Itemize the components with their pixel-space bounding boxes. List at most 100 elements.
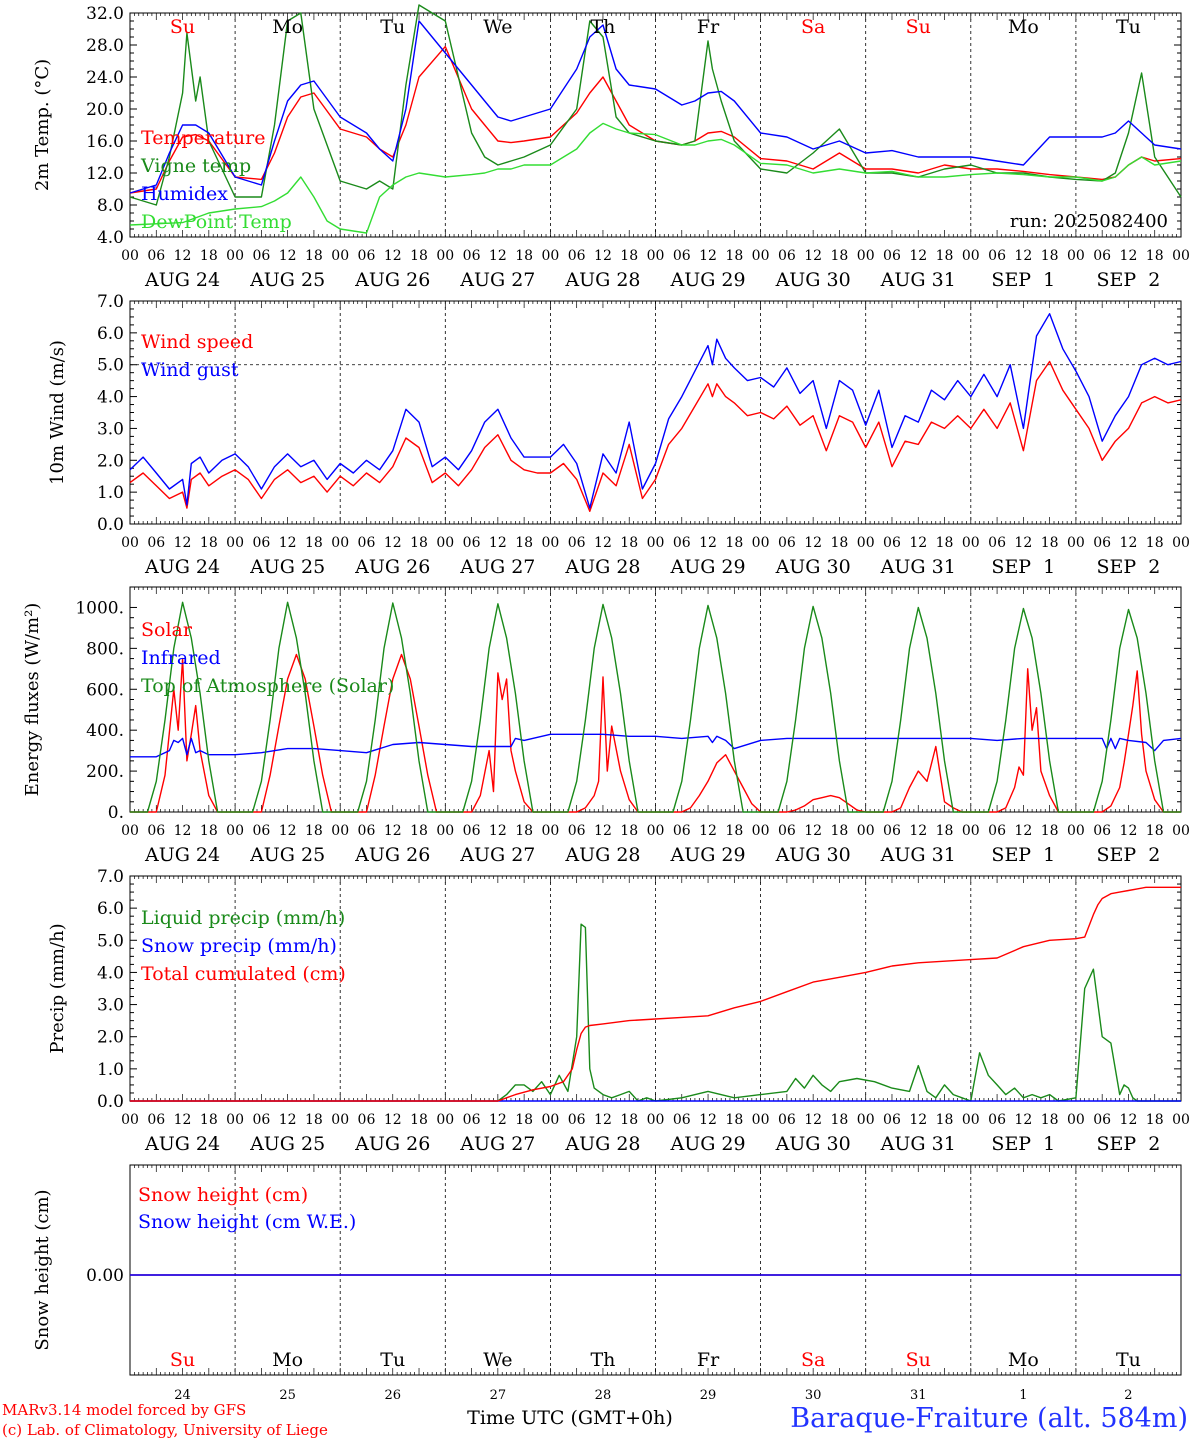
hour-label: 00 — [331, 823, 349, 839]
hour-label: 06 — [988, 1112, 1006, 1128]
hour-label: 06 — [568, 1112, 586, 1128]
hour-label: 00 — [541, 535, 559, 551]
hour-label: 12 — [174, 823, 192, 839]
hour-label: 12 — [909, 535, 927, 551]
hour-label: 12 — [384, 823, 402, 839]
weekday-label: Th — [590, 16, 615, 38]
y-tick-label: 2.0 — [97, 451, 124, 471]
y-tick-label: 0. — [108, 803, 124, 823]
hour-label: 00 — [226, 1112, 244, 1128]
y-tick-label: 400. — [86, 721, 124, 741]
hour-label: 12 — [1120, 535, 1138, 551]
hour-label: 18 — [620, 823, 638, 839]
hour-label: 06 — [778, 248, 796, 264]
day-label: AUG 26 — [354, 1133, 430, 1155]
hour-label: 06 — [778, 535, 796, 551]
hour-label: 00 — [226, 248, 244, 264]
legend-entry: Snow precip (mm/h) — [141, 935, 337, 957]
hour-label: 06 — [673, 248, 691, 264]
hour-label: 06 — [883, 823, 901, 839]
day-number: 24 — [174, 1388, 191, 1403]
hour-label: 00 — [541, 1112, 559, 1128]
day-number: 30 — [805, 1388, 822, 1403]
hour-label: 00 — [962, 1112, 980, 1128]
hour-label: 06 — [463, 1112, 481, 1128]
day-label: AUG 29 — [669, 844, 745, 866]
hour-label: 12 — [279, 535, 297, 551]
day-label: AUG 29 — [669, 269, 745, 291]
day-label: AUG 25 — [249, 844, 325, 866]
legend-entry: Vigne temp — [140, 155, 251, 177]
weekday-label: Sa — [801, 1349, 825, 1371]
day-label: AUG 24 — [144, 1133, 220, 1155]
weekday-label: Tu — [380, 16, 405, 38]
legend-entry: Wind speed — [141, 331, 253, 353]
hour-label: 06 — [358, 1112, 376, 1128]
day-number: 26 — [384, 1388, 401, 1403]
hour-label: 12 — [804, 823, 822, 839]
hour-label: 12 — [279, 248, 297, 264]
hour-label: 12 — [699, 1112, 717, 1128]
hour-label: 18 — [305, 248, 323, 264]
hour-label: 00 — [752, 823, 770, 839]
legend-entry: Infrared — [141, 647, 221, 669]
hour-label: 00 — [962, 535, 980, 551]
weekday-label: Tu — [380, 1349, 405, 1371]
y-axis-label: Precip (mm/h) — [47, 923, 68, 1053]
hour-label: 18 — [1146, 248, 1164, 264]
y-tick-label: 200. — [86, 762, 124, 782]
day-label: AUG 31 — [880, 556, 956, 578]
hour-label: 06 — [1093, 1112, 1111, 1128]
hour-label: 12 — [804, 248, 822, 264]
hour-label: 18 — [725, 823, 743, 839]
day-label: AUG 25 — [249, 556, 325, 578]
hour-label: 00 — [857, 535, 875, 551]
day-label: SEP 2 — [1097, 269, 1161, 291]
legend-entry: Wind gust — [141, 359, 239, 381]
plot-frame — [129, 300, 1182, 525]
legend-entry: Liquid precip (mm/h) — [141, 907, 345, 929]
hour-label: 06 — [252, 248, 270, 264]
hour-label: 06 — [147, 823, 165, 839]
weekday-label: Tu — [1116, 16, 1141, 38]
hour-label: 18 — [1041, 248, 1059, 264]
hour-label: 00 — [1172, 248, 1190, 264]
y-tick-label: 24.0 — [86, 68, 124, 88]
series-line-humidex — [129, 20, 1182, 194]
hour-label: 12 — [804, 1112, 822, 1128]
hour-label: 18 — [515, 823, 533, 839]
hour-label: 06 — [673, 1112, 691, 1128]
day-label: AUG 31 — [880, 269, 956, 291]
legend-entry: Total cumulated (cm) — [141, 963, 346, 985]
hour-label: 00 — [647, 1112, 665, 1128]
day-number: 2 — [1124, 1388, 1132, 1403]
day-label: AUG 26 — [354, 844, 430, 866]
day-label: AUG 24 — [144, 556, 220, 578]
hour-label: 00 — [752, 535, 770, 551]
y-tick-label: 0.0 — [97, 515, 124, 535]
hour-label: 18 — [305, 1112, 323, 1128]
weekday-label: Mo — [272, 1349, 303, 1371]
hour-label: 06 — [1093, 823, 1111, 839]
hour-label: 06 — [883, 535, 901, 551]
day-number: 31 — [910, 1388, 927, 1403]
y-tick-label: 20.0 — [86, 100, 124, 120]
hour-label: 00 — [857, 248, 875, 264]
hour-label: 12 — [909, 248, 927, 264]
day-label: AUG 31 — [880, 1133, 956, 1155]
day-number: 27 — [490, 1388, 507, 1403]
hour-label: 12 — [174, 535, 192, 551]
hour-label: 18 — [305, 823, 323, 839]
y-tick-label: 1.0 — [97, 1060, 124, 1080]
day-label: AUG 30 — [775, 844, 851, 866]
hour-label: 12 — [699, 248, 717, 264]
time-axis-label: Time UTC (GMT+0h) — [467, 1407, 673, 1429]
day-number: 1 — [1019, 1388, 1027, 1403]
hour-label: 06 — [988, 823, 1006, 839]
hour-label: 06 — [568, 535, 586, 551]
series-line-wind-speed — [129, 360, 1182, 512]
hour-label: 18 — [1041, 535, 1059, 551]
hour-label: 06 — [463, 535, 481, 551]
day-label: SEP 1 — [991, 844, 1055, 866]
day-label: AUG 27 — [459, 1133, 535, 1155]
